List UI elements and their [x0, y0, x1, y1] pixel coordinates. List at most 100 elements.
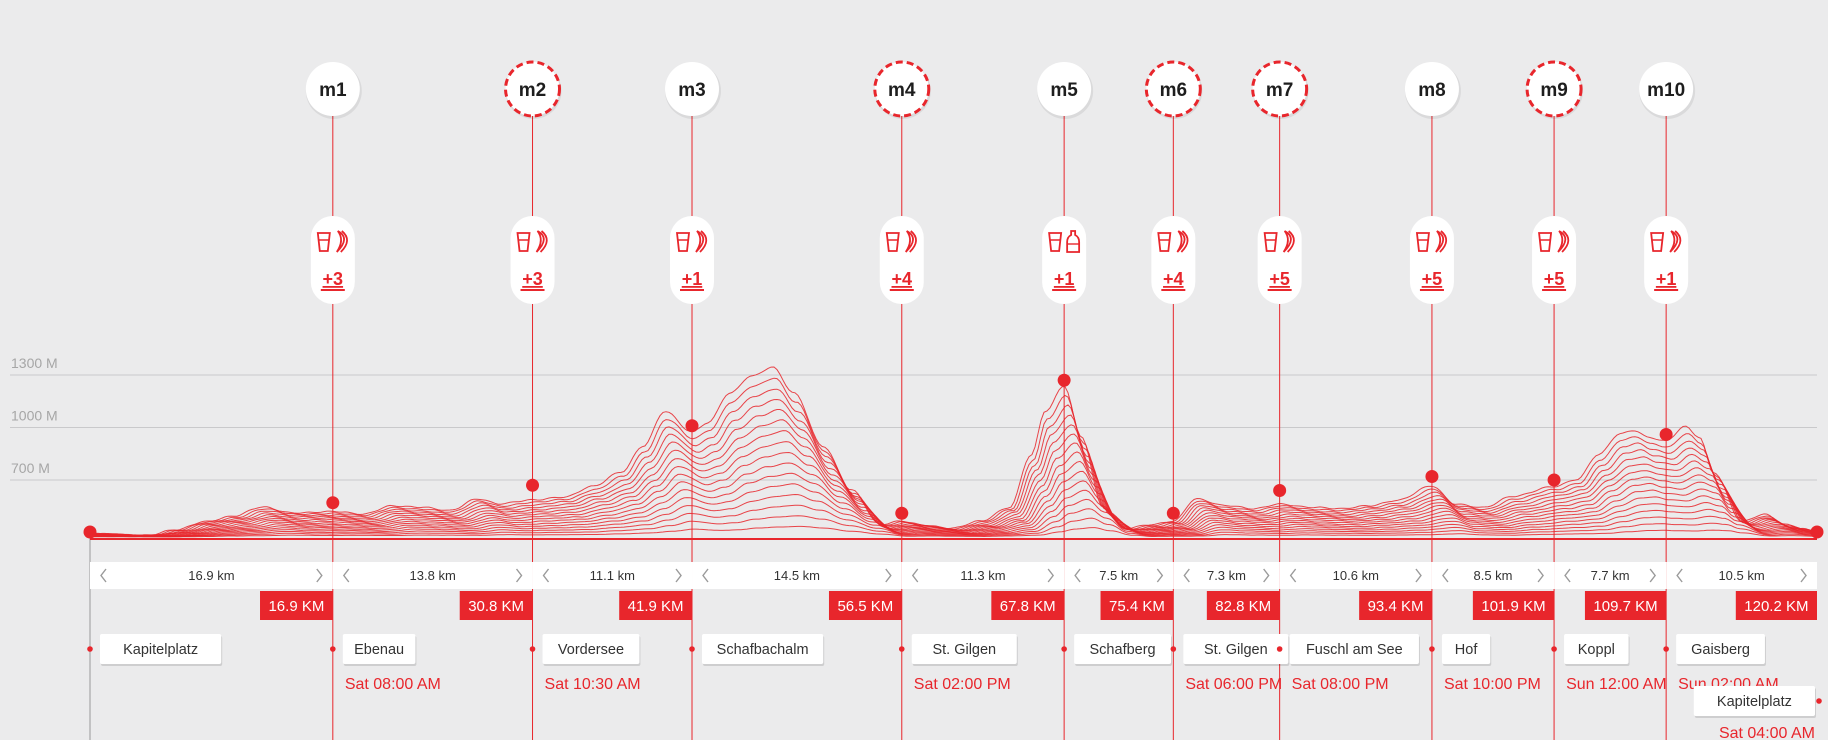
- segment-distance: 8.5 km: [1474, 568, 1513, 583]
- chevron-left-icon[interactable]: [1564, 568, 1571, 583]
- station-point-m4[interactable]: [895, 506, 909, 520]
- chevron-left-icon[interactable]: [100, 568, 107, 583]
- station-label: m4: [888, 80, 916, 101]
- place-box[interactable]: [1183, 634, 1289, 664]
- place[interactable]: St. Gilgen Sat 06:00 PM: [1170, 634, 1290, 693]
- station-marker-m4[interactable]: [873, 60, 931, 118]
- station-marker-m7[interactable]: [1251, 60, 1309, 118]
- place[interactable]: Fuschl am See Sat 08:00 PM: [1276, 634, 1420, 693]
- place-time: Sat 02:00 PM: [914, 676, 1011, 693]
- station-m7[interactable]: m7 +5: [1251, 60, 1309, 304]
- place-box[interactable]: [1074, 634, 1172, 664]
- station-m5[interactable]: m5 +1: [1037, 62, 1094, 304]
- chevron-left-icon[interactable]: [1676, 568, 1683, 583]
- place-box[interactable]: [542, 634, 640, 664]
- chevron-left-icon[interactable]: [1442, 568, 1449, 583]
- cup-icon: [1650, 232, 1665, 252]
- chevron-left-icon[interactable]: [702, 568, 709, 583]
- place-box[interactable]: [1564, 634, 1629, 664]
- place[interactable]: St. Gilgen Sat 02:00 PM: [898, 634, 1018, 693]
- segment[interactable]: 11.3 km: [901, 562, 1065, 589]
- chevron-right-icon[interactable]: [1415, 568, 1422, 583]
- station-point-m6[interactable]: [1166, 506, 1180, 520]
- station-point-m7[interactable]: [1273, 484, 1287, 497]
- place[interactable]: Kapitelplatz Sat 04:00 AM: [1693, 686, 1822, 740]
- place-box[interactable]: [1693, 686, 1815, 716]
- place[interactable]: Ebenau Sat 08:00 AM: [330, 634, 441, 693]
- place-box[interactable]: [342, 634, 416, 664]
- place-box[interactable]: [1289, 634, 1419, 664]
- chevron-left-icon[interactable]: [911, 568, 919, 583]
- place-name: Vordersee: [558, 642, 624, 658]
- station-marker-m5[interactable]: [1037, 62, 1092, 116]
- chevron-right-icon[interactable]: [675, 568, 682, 583]
- chevron-right-icon[interactable]: [1047, 568, 1055, 583]
- station-point-m5[interactable]: [1057, 373, 1071, 387]
- place[interactable]: Kapitelplatz: [87, 634, 223, 666]
- place-box[interactable]: [702, 634, 824, 664]
- supply-pill[interactable]: [1042, 216, 1087, 304]
- place[interactable]: Hof Sat 10:00 PM: [1429, 634, 1541, 693]
- place-box[interactable]: [911, 634, 1017, 664]
- chevron-right-icon[interactable]: [316, 568, 323, 583]
- cup-icon: [516, 232, 531, 252]
- station-m9[interactable]: m9 +5: [1525, 60, 1584, 304]
- supply-count: +5: [1422, 269, 1443, 289]
- chevron-right-icon[interactable]: [1800, 568, 1807, 583]
- chevron-right-icon[interactable]: [1263, 568, 1270, 583]
- cup-icon: [1538, 232, 1553, 252]
- station-point-m10[interactable]: [1659, 428, 1673, 441]
- place-box[interactable]: [1441, 634, 1491, 664]
- place-box[interactable]: [100, 634, 222, 664]
- segment[interactable]: 7.5 km: [1064, 562, 1174, 589]
- station-point-m1[interactable]: [326, 496, 340, 510]
- station-m10[interactable]: m10 +1: [1639, 62, 1696, 304]
- segment[interactable]: 11.1 km: [532, 562, 693, 589]
- station-marker-m8[interactable]: [1404, 62, 1459, 116]
- cup-icon: [1157, 232, 1172, 252]
- station-m8[interactable]: m8 +5: [1404, 62, 1461, 304]
- place[interactable]: Koppl Sun 12:00 AM: [1551, 634, 1667, 693]
- cup-icon: [316, 232, 331, 252]
- chevron-right-icon[interactable]: [515, 568, 523, 583]
- place-dot: [689, 646, 695, 652]
- station-marker-m10[interactable]: [1639, 62, 1694, 116]
- chevron-right-icon[interactable]: [1537, 568, 1544, 583]
- station-point-m8[interactable]: [1425, 470, 1439, 483]
- station-point-m2[interactable]: [526, 478, 540, 492]
- chevron-right-icon[interactable]: [1156, 568, 1164, 583]
- segment[interactable]: 10.6 km: [1279, 562, 1432, 589]
- station-markers: m1 +3 m2 +3 m3 +1 m4 +4 m5 +1 m6 +4 m7 +5 m8 +5 m9 +5 m10 +…: [305, 60, 1696, 304]
- chevron-left-icon[interactable]: [1074, 568, 1081, 583]
- chevron-left-icon[interactable]: [542, 568, 550, 583]
- segment[interactable]: 7.3 km: [1173, 562, 1280, 589]
- station-marker-m1[interactable]: [305, 62, 360, 116]
- station-m6[interactable]: m6 +4: [1144, 60, 1203, 304]
- chevron-left-icon[interactable]: [342, 568, 350, 583]
- place[interactable]: Schafberg: [1061, 634, 1173, 666]
- station-m4[interactable]: m4 +4: [873, 60, 931, 304]
- segment[interactable]: 10.5 km: [1666, 562, 1817, 589]
- segment[interactable]: 14.5 km: [692, 562, 902, 589]
- segment[interactable]: 13.8 km: [332, 562, 533, 589]
- station-m2[interactable]: m2 +3: [504, 60, 562, 304]
- chevron-left-icon[interactable]: [1289, 568, 1297, 583]
- station-marker-m2[interactable]: [504, 60, 562, 118]
- chevron-right-icon[interactable]: [885, 568, 892, 583]
- chevron-left-icon[interactable]: [1183, 568, 1190, 583]
- place[interactable]: Vordersee Sat 10:30 AM: [529, 634, 641, 693]
- chevron-right-icon[interactable]: [1649, 568, 1657, 583]
- station-marker-m9[interactable]: [1525, 60, 1583, 118]
- station-marker-m6[interactable]: [1144, 60, 1202, 118]
- place-box[interactable]: [1676, 634, 1765, 664]
- station-m3[interactable]: m3 +1: [665, 62, 722, 304]
- place[interactable]: Schafbachalm: [689, 634, 825, 666]
- segment[interactable]: 7.7 km: [1554, 562, 1667, 589]
- segment[interactable]: 8.5 km: [1431, 562, 1555, 589]
- station-marker-m3[interactable]: [665, 62, 720, 116]
- station-m1[interactable]: m1 +3: [305, 62, 362, 304]
- segment[interactable]: 16.9 km: [90, 562, 333, 589]
- station-point-m9[interactable]: [1547, 473, 1561, 487]
- station-point-m3[interactable]: [685, 419, 699, 433]
